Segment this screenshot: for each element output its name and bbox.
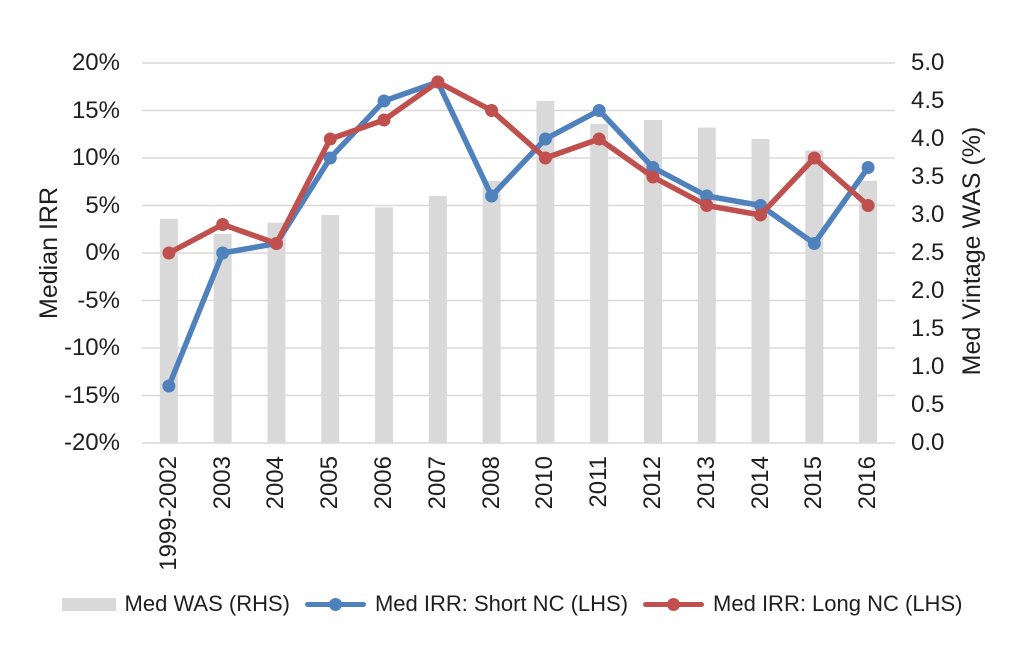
bar-2012 xyxy=(643,120,662,443)
data-point xyxy=(592,132,606,146)
right-tick-label: 0.0 xyxy=(911,429,945,456)
bar-2006 xyxy=(375,207,394,443)
legend-item-med-was: Med WAS (RHS) xyxy=(61,591,290,617)
bar-2010 xyxy=(536,101,555,443)
right-tick-label: 1.5 xyxy=(911,315,945,342)
legend-label: Med IRR: Short NC (LHS) xyxy=(374,591,629,616)
data-point xyxy=(377,113,391,127)
line-marker-swatch-icon xyxy=(643,597,705,611)
x-tick-label-2012: 2012 xyxy=(638,456,666,510)
bar-2005 xyxy=(321,215,340,443)
legend-item-short-nc: Med IRR: Short NC (LHS) xyxy=(304,591,629,617)
right-tick-label: 2.5 xyxy=(911,239,945,266)
right-tick-label: 3.5 xyxy=(911,163,945,190)
data-point xyxy=(162,379,176,393)
plot-area xyxy=(142,62,895,444)
data-point xyxy=(323,151,337,165)
left-tick-label: 15% xyxy=(71,96,120,124)
data-point xyxy=(485,189,499,203)
x-tick-label-2011: 2011 xyxy=(585,456,613,508)
data-point xyxy=(700,189,714,203)
data-point xyxy=(485,104,499,117)
x-tick-label-2013: 2013 xyxy=(692,456,720,510)
x-tick-label-1999-2002: 1999-2002 xyxy=(154,456,182,571)
data-point xyxy=(646,161,660,174)
data-point xyxy=(754,208,768,222)
legend-label: Med IRR: Long NC (LHS) xyxy=(713,591,963,616)
left-tick-label: 5% xyxy=(85,191,120,219)
data-point xyxy=(431,75,445,89)
x-tick-label-2010: 2010 xyxy=(531,456,559,510)
bar-2014 xyxy=(751,139,770,443)
bar-2011 xyxy=(590,123,609,444)
x-tick-label-2003: 2003 xyxy=(208,456,236,510)
data-point xyxy=(807,237,821,250)
right-tick-label: 0.5 xyxy=(911,391,945,418)
left-tick-label: -5% xyxy=(77,286,120,314)
left-tick-label: 0% xyxy=(85,239,120,266)
data-point xyxy=(646,170,660,184)
line-marker-swatch-icon xyxy=(304,597,366,611)
data-point xyxy=(162,246,176,260)
right-tick-label: 1.0 xyxy=(911,353,945,380)
data-point xyxy=(538,151,552,165)
data-point xyxy=(700,199,714,212)
data-point xyxy=(861,161,875,174)
bar-2004 xyxy=(267,222,286,443)
right-tick-label: 3.0 xyxy=(911,201,945,228)
x-tick-label-2016: 2016 xyxy=(854,456,882,510)
x-tick-label-2015: 2015 xyxy=(800,456,828,510)
data-point xyxy=(269,237,283,250)
right-tick-label: 4.5 xyxy=(911,87,945,114)
x-tick-label-2007: 2007 xyxy=(423,456,451,510)
left-tick-label: 10% xyxy=(71,144,120,171)
x-tick-label-2005: 2005 xyxy=(316,456,344,510)
x-tick-label-2004: 2004 xyxy=(262,456,290,510)
left-tick-label: -15% xyxy=(63,381,120,409)
bar-2007 xyxy=(428,196,447,443)
data-point xyxy=(216,218,230,231)
right-tick-label: 4.0 xyxy=(911,125,945,152)
data-point xyxy=(538,132,552,146)
data-point xyxy=(592,104,606,117)
x-tick-label-2006: 2006 xyxy=(370,456,398,510)
bar-2003 xyxy=(213,234,232,443)
x-tick-label-2014: 2014 xyxy=(746,456,774,510)
left-tick-label: -10% xyxy=(63,334,120,361)
bar-2013 xyxy=(697,127,716,443)
data-point xyxy=(216,246,230,260)
right-tick-label: 5.0 xyxy=(911,49,945,76)
legend: Med WAS (RHS) Med IRR: Short NC (LHS) Me… xyxy=(0,590,1024,618)
line-series xyxy=(166,79,871,256)
bar-swatch-icon xyxy=(61,597,116,611)
bar-2008 xyxy=(482,180,501,444)
legend-item-long-nc: Med IRR: Long NC (LHS) xyxy=(643,591,962,617)
bar-2016 xyxy=(859,180,878,444)
data-point xyxy=(323,132,337,146)
left-tick-label: -20% xyxy=(63,429,120,456)
right-tick-label: 2.0 xyxy=(911,277,945,304)
data-point xyxy=(861,199,875,212)
left-tick-label: 20% xyxy=(71,49,120,76)
bar-2015 xyxy=(805,150,824,443)
legend-label: Med WAS (RHS) xyxy=(124,591,290,616)
data-point xyxy=(377,94,391,108)
data-point xyxy=(807,151,821,165)
x-tick-label-2008: 2008 xyxy=(477,456,505,510)
